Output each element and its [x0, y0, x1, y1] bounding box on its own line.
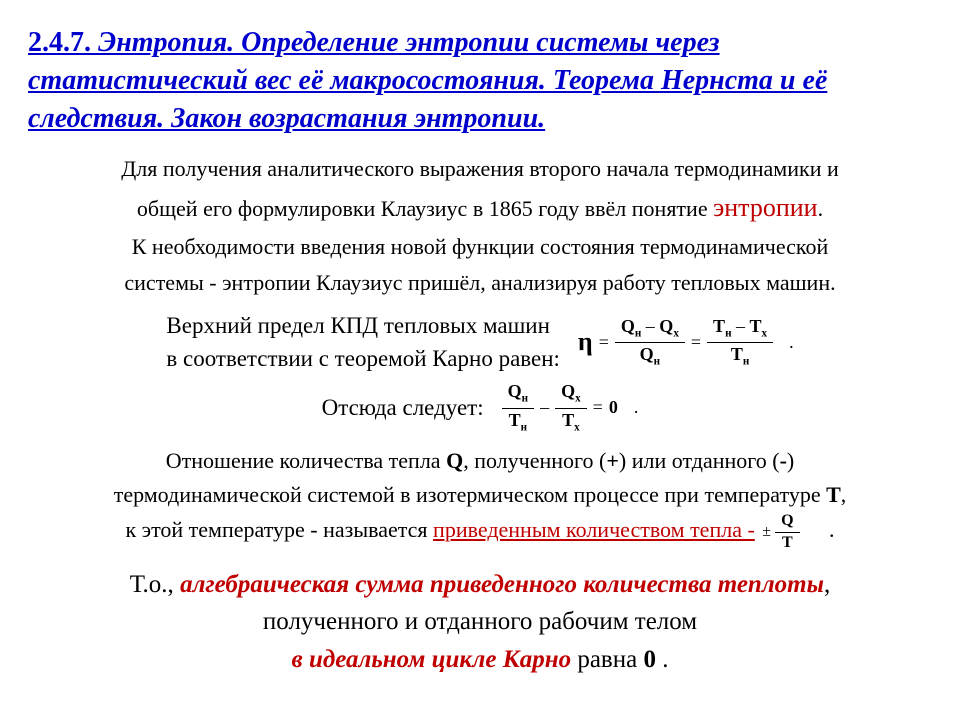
frac-t: Tн – Tх Tн [707, 316, 773, 369]
minus-follow: – [540, 397, 549, 418]
summary-block: Т.о., алгебраическая сумма приведенного … [28, 566, 932, 679]
intro-line-4: системы - энтропии Клаузиус пришёл, анал… [28, 267, 932, 299]
zero: 0 [609, 397, 618, 418]
frac-t-den: Tн [725, 343, 755, 368]
summary-red-1: алгебраическая сумма приведенного количе… [180, 571, 824, 598]
eta-symbol: η [578, 327, 593, 357]
equals-1: = [599, 332, 609, 353]
equals-2: = [691, 332, 701, 353]
intro-line-2-suffix: . [818, 196, 824, 221]
intro-line-2: общей его формулировки Клаузиус в 1865 г… [28, 189, 932, 227]
frac-qx-tx: Qх Tх [555, 381, 587, 434]
follow-formula: Qн Tн – Qх Tх = 0 . [502, 381, 639, 434]
heading-number: 2.4.7. [28, 27, 91, 58]
intro-line-2-prefix: общей его формулировки Клаузиус в 1865 г… [137, 196, 713, 221]
summary-line-2: полученного и отданного рабочим телом [263, 608, 697, 635]
heading-text: Энтропия. Определение энтропии системы ч… [28, 27, 827, 134]
kpd-text: Верхний предел КПД тепловых машин в соот… [166, 309, 560, 376]
equals-follow: = [593, 397, 603, 418]
entropy-term: энтропии [713, 193, 818, 222]
summary-red-2: в идеальном цикле Карно [292, 646, 572, 673]
intro-line-1: Для получения аналитического выражения в… [28, 153, 932, 185]
frac-q-den: Qн [634, 343, 666, 368]
frac-q-num: Qн – Qх [615, 316, 685, 343]
follow-label: Отсюда следует: [322, 395, 484, 421]
intro-line-3: К необходимости введения новой функции с… [28, 231, 932, 263]
slide-page: 2.4.7. Энтропия. Определение энтропии си… [0, 0, 960, 702]
kpd-text-l2: в соответствии с теоремой Карно равен: [166, 346, 560, 371]
qt-formula: ± Q T [762, 512, 799, 552]
slide-heading: 2.4.7. Энтропия. Определение энтропии си… [28, 24, 932, 137]
ratio-paragraph: Отношение количества тепла Q, полученног… [28, 444, 932, 552]
reduced-heat-term: приведенным количеством тепла - [433, 517, 755, 542]
kpd-period: . [789, 332, 794, 353]
kpd-text-l1: Верхний предел КПД тепловых машин [166, 313, 550, 338]
follow-row: Отсюда следует: Qн Tн – Qх Tх = 0 . [28, 381, 932, 434]
frac-qn-tn: Qн Tн [502, 381, 534, 434]
kpd-formula: η = Qн – Qх Qн = Tн – Tх [578, 316, 794, 369]
frac-t-num: Tн – Tх [707, 316, 773, 343]
kpd-row: Верхний предел КПД тепловых машин в соот… [28, 309, 932, 376]
follow-period: . [634, 397, 639, 418]
frac-q: Qн – Qх Qн [615, 316, 685, 369]
